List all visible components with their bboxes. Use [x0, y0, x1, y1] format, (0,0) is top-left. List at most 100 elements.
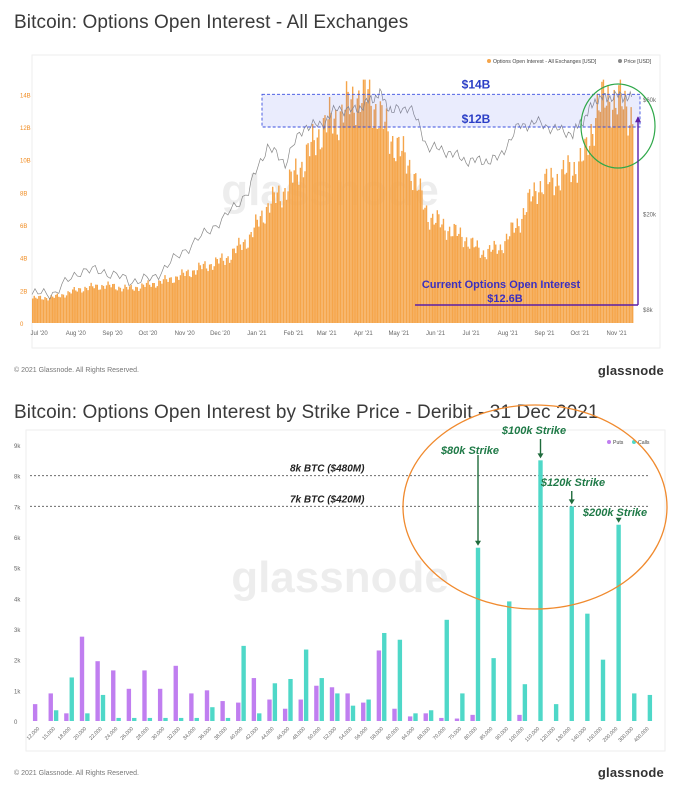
chart1-oi-bar	[41, 299, 43, 323]
chart1-x-tick-label: Sep '20	[102, 331, 123, 337]
chart1-oi-bar	[350, 99, 352, 323]
chart1-x-tick-label: Feb '21	[284, 331, 304, 337]
chart1-oi-bar	[236, 245, 239, 323]
chart1-oi-bar	[182, 272, 185, 323]
chart1-oi-bar	[250, 232, 252, 323]
chart1-oi-bar	[184, 275, 186, 323]
chart1-oi-bar	[461, 236, 463, 323]
chart1-oi-bar	[270, 203, 272, 323]
chart2-x-tick-label: 110,000	[524, 726, 541, 743]
chart1-oi-bar	[190, 277, 192, 323]
chart2-strike-label-s100: $100k Strike	[501, 425, 566, 437]
chart1-oi-bar	[355, 124, 357, 323]
chart2-put-bar	[251, 678, 257, 721]
chart1-plot-frame	[31, 54, 661, 349]
chart1-oi-bar	[148, 284, 151, 323]
chart1-oi-bar	[327, 119, 329, 324]
chart1-oi-bar	[378, 128, 380, 323]
chart1-x-tick-label: Aug '21	[498, 331, 519, 337]
chart1-oi-bar	[598, 110, 600, 323]
chart1-oi-bar	[573, 161, 575, 323]
chart2-put-bar	[361, 702, 366, 721]
chart1-oi-bar	[282, 191, 285, 323]
chart2-put-bar	[236, 702, 241, 721]
chart1-oi-bar	[262, 222, 265, 323]
chart2-x-tick-label: 68,000	[416, 726, 432, 742]
chart1-oi-bar	[115, 289, 117, 323]
chart1-oi-bar	[439, 227, 442, 323]
chart1-oi-bar	[564, 174, 566, 323]
chart2-x-tick-label: 100,000	[508, 726, 526, 744]
chart2-call-bar	[272, 683, 278, 721]
chart1-oi-bar	[356, 98, 359, 323]
chart2-call-bar	[303, 649, 309, 721]
chart1-oi-bar	[278, 185, 280, 323]
chart1-oi-bar	[196, 270, 199, 323]
chart1-x-tick-label: Nov '20	[175, 331, 196, 337]
chart1-oi-bar	[482, 250, 485, 323]
chart1-oi-bar	[567, 155, 569, 323]
chart1-oi-bar	[255, 214, 257, 323]
chart1-oi-bar	[413, 174, 415, 323]
chart1-oi-bar	[221, 253, 223, 323]
chart1-oi-bar	[310, 141, 312, 323]
chart1-oi-bar	[168, 277, 171, 323]
chart1-oi-bar	[518, 226, 520, 323]
chart2-y-tick-label: 8k	[14, 475, 21, 481]
chart2-x-tick-label: 75,000	[448, 726, 464, 742]
chart1-oi-bar	[158, 280, 160, 323]
chart2-x-tick-label: 44,000	[260, 726, 276, 742]
chart1-legend-oi-label: Options Open Interest - All Exchanges [U…	[493, 59, 597, 65]
chart2-call-bar	[132, 717, 137, 721]
chart2-svg: glassnode 0 1k 2k 3k 4k 5k 6k 7k 8k 9k 8k BTC ($480…	[14, 404, 668, 752]
chart1-oi-bar	[490, 251, 492, 323]
chart1-oi-bar	[468, 248, 471, 323]
chart2-put-bar	[517, 714, 522, 721]
chart1-oi-bar	[375, 104, 377, 324]
chart1-oi-bar	[90, 282, 92, 323]
chart1-oi-bar	[144, 286, 146, 323]
chart1-oi-bar	[455, 224, 457, 323]
chart1-oi-bar	[285, 199, 288, 323]
chart1-oi-bar	[321, 147, 323, 323]
chart2-x-tick-label: 300,000	[617, 726, 635, 744]
chart1-oi-bar	[408, 159, 411, 323]
chart1-x-tick-label: Sep '21	[534, 331, 555, 337]
chart2-x-tick-label: 85,000	[479, 726, 495, 742]
chart2-put-bar	[204, 690, 210, 721]
chart1-oi-bar	[411, 190, 414, 323]
chart2-call-bar	[647, 694, 653, 721]
chart2-y-tick-label: 3k	[14, 628, 21, 634]
chart2-x-tick-label: 200,000	[602, 726, 620, 744]
chart1-oi-bar	[267, 203, 269, 323]
chart2-call-bar	[257, 713, 262, 721]
chart2-put-bar	[392, 708, 397, 721]
chart1-oi-bar	[501, 250, 503, 323]
chart1-oi-bar	[445, 239, 448, 323]
chart1-oi-bar	[616, 114, 618, 324]
chart2-call-bar	[225, 717, 231, 721]
chart1-oi-bar	[99, 289, 102, 323]
chart1-oi-bar	[424, 207, 426, 323]
chart2-x-tick-label: 120,000	[539, 726, 557, 744]
chart1-oi-bar	[308, 156, 311, 323]
chart1-oi-bar	[535, 191, 537, 323]
chart1-y-tick-label: 6B	[20, 224, 27, 230]
chart1-oi-bar	[419, 178, 422, 323]
chart1-oi-bar	[590, 124, 592, 323]
chart1-oi-bar	[442, 218, 445, 323]
chart1-oi-bar	[127, 289, 129, 323]
chart2-put-bar	[407, 716, 413, 721]
chart2-strike-arrowhead-s120	[568, 499, 575, 505]
chart1-y-tick-label: 8B	[20, 191, 27, 197]
chart1-oi-bar	[187, 269, 189, 323]
chart2-x-tick-label: 12,000	[26, 726, 42, 742]
chart1-oi-bar	[284, 188, 286, 323]
chart2-call-bar	[600, 659, 606, 721]
chart1-oi-bar	[35, 297, 37, 323]
chart1-oi-bar	[502, 253, 505, 323]
chart1-oi-bar	[241, 249, 243, 323]
chart1-oi-bar	[175, 276, 177, 323]
chart1-oi-bar	[330, 112, 332, 323]
chart1-oi-bar	[444, 230, 446, 323]
